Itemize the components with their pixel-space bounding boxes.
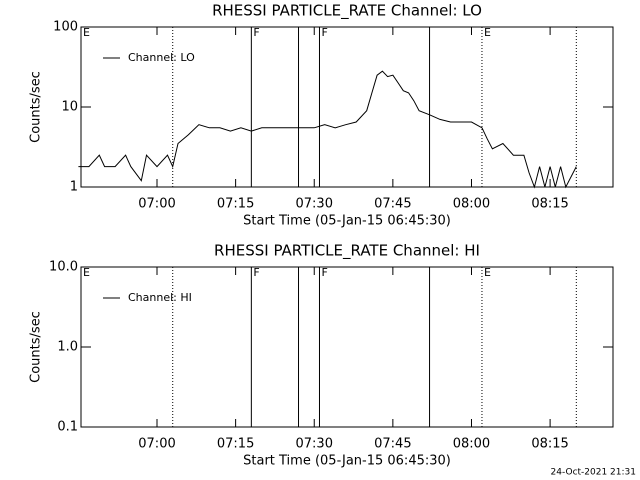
y-axis-label: Counts/sec	[29, 311, 44, 383]
legend-label: Channel: LO	[128, 51, 195, 64]
x-tick-label: 07:15	[217, 197, 254, 212]
y-tick-label: 10	[61, 100, 78, 115]
x-axis-label: Start Time (05-Jan-15 06:45:30)	[243, 454, 451, 469]
y-tick-label: 10.0	[49, 260, 78, 275]
x-tick-label: 07:30	[296, 437, 333, 452]
flag-label: E	[484, 266, 491, 279]
flag-label: F	[321, 266, 327, 279]
data-line	[78, 70, 577, 189]
flag-label: F	[321, 26, 327, 39]
chart-title: RHESSI PARTICLE_RATE Channel: LO	[212, 2, 482, 21]
flag-label: F	[253, 266, 259, 279]
x-tick-label: 07:00	[138, 197, 175, 212]
x-tick-label: 07:45	[374, 437, 411, 452]
flag-label: E	[484, 26, 491, 39]
x-tick-label: 08:00	[453, 437, 490, 452]
flag-label: E	[83, 26, 90, 39]
y-tick-label: 0.1	[57, 420, 78, 435]
flag-label: F	[253, 26, 259, 39]
chart-title: RHESSI PARTICLE_RATE Channel: HI	[214, 242, 480, 261]
x-tick-label: 07:00	[138, 437, 175, 452]
y-tick-label: 1.0	[57, 340, 78, 355]
y-tick-label: 100	[53, 20, 78, 35]
flag-label: E	[83, 266, 90, 279]
x-axis-label: Start Time (05-Jan-15 06:45:30)	[243, 214, 451, 229]
x-tick-label: 07:30	[296, 197, 333, 212]
x-tick-label: 08:15	[531, 197, 568, 212]
y-tick-label: 1	[70, 180, 78, 195]
x-tick-label: 08:00	[453, 197, 490, 212]
x-tick-label: 07:45	[374, 197, 411, 212]
y-axis-label: Counts/sec	[29, 71, 44, 143]
x-tick-label: 07:15	[217, 437, 254, 452]
legend-label: Channel: HI	[128, 291, 192, 304]
timestamp: 24-Oct-2021 21:31	[551, 468, 636, 478]
x-tick-label: 08:15	[531, 437, 568, 452]
